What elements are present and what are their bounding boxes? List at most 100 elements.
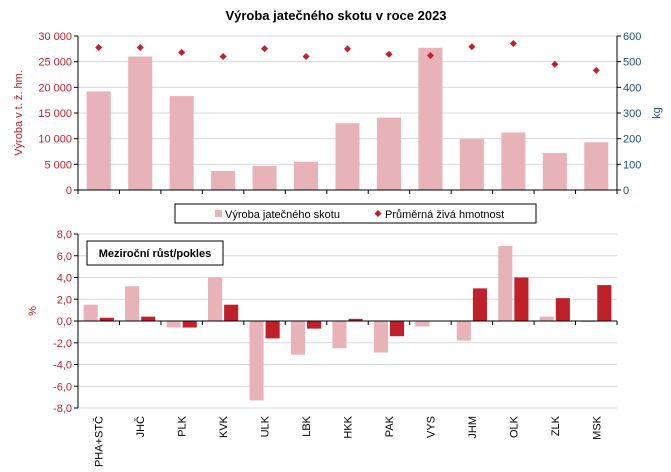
top-right-tick-label: 100 <box>623 159 641 171</box>
top-marker-JHČ <box>136 44 144 52</box>
bottom-bar-weight-PAK <box>389 321 405 337</box>
category-label-LBK: LBK <box>301 415 313 436</box>
bottom-bar-production-JHM <box>456 321 471 341</box>
legend-box <box>174 203 537 224</box>
category-label-MSK: MSK <box>591 415 603 440</box>
category-label-JHČ: JHČ <box>134 416 147 437</box>
bottom-chart-bars <box>83 245 612 401</box>
top-left-axis-label: Výroba v t. ž. hm. <box>13 70 25 156</box>
top-bar-PAK <box>376 117 401 190</box>
bottom-bar-weight-OLK <box>514 277 529 321</box>
bottom-bar-weight-ULK <box>265 321 280 339</box>
top-marker-PAK <box>385 50 393 58</box>
bottom-bar-production-OLK <box>498 245 513 321</box>
top-marker-HKK <box>344 45 351 53</box>
top-marker-OLK <box>509 39 517 47</box>
bottom-bar-production-KVK <box>208 277 223 321</box>
category-label-OLK: OLK <box>508 415 520 438</box>
category-label-VYS: VYS <box>425 416 437 438</box>
top-bar-ULK <box>252 165 277 190</box>
top-bar-ZLK <box>542 153 567 190</box>
bottom-tick-label: -6,0 <box>53 381 72 393</box>
bottom-bar-production-JHČ <box>125 286 140 321</box>
top-bar-VYS <box>418 47 443 190</box>
top-bar-HKK <box>335 123 360 190</box>
bottom-bar-production-PAK <box>373 321 388 353</box>
top-chart-gridlines <box>78 35 617 165</box>
legend-swatch-production <box>215 210 222 217</box>
top-chart-markers <box>95 39 600 74</box>
bottom-tick-label: -4,0 <box>53 360 72 372</box>
top-bar-LBK <box>294 161 319 190</box>
top-right-tick-label: 600 <box>623 31 641 43</box>
top-marker-JHM <box>468 43 476 51</box>
top-marker-PLK <box>178 48 186 56</box>
top-bar-KVK <box>211 171 236 190</box>
legend-label-weight: Průměrná živá hmotnost <box>385 209 504 221</box>
top-marker-LBK <box>302 53 310 61</box>
top-left-tick-label: 5 000 <box>44 159 72 171</box>
top-chart-title: Výroba jatečného skotu v roce 2023 <box>225 8 446 23</box>
bottom-bar-production-PLK <box>166 321 181 328</box>
category-label-JHM: JHM <box>467 416 479 439</box>
top-left-tick-label: 20 000 <box>38 82 72 94</box>
top-right-axis-label: kg <box>651 107 663 119</box>
bottom-bar-production-PHA+STČ <box>83 304 98 321</box>
bottom-bar-weight-KVK <box>224 304 239 321</box>
top-marker-VYS <box>426 52 434 60</box>
category-label-PHA+STČ: PHA+STČ <box>93 416 106 467</box>
bottom-chart-axes: 8,0 6,0 4,0 2,0 0,0 -2,0 -4,0 -6,0 -8,0 <box>53 229 618 415</box>
legend: Výroba jatečného skotu Průměrná živá hmo… <box>174 203 537 224</box>
bottom-tick-label: 0,0 <box>57 316 72 328</box>
top-marker-MSK <box>592 66 600 74</box>
top-right-tick-label: 400 <box>623 82 641 94</box>
top-chart-axes: 0 5 000 10 000 15 000 20 000 25 000 30 000 0 100… <box>38 31 641 197</box>
top-left-tick-label: 25 000 <box>38 57 72 69</box>
bottom-axis-label: % <box>27 306 39 316</box>
bottom-tick-label: 6,0 <box>57 251 72 263</box>
bottom-bar-weight-ZLK <box>555 298 570 321</box>
category-label-HKK: HKK <box>343 415 355 438</box>
bottom-bar-weight-JHM <box>472 288 487 321</box>
bottom-chart-title-box <box>86 240 224 266</box>
category-labels: PHA+STČ JHČ PLK KVK ULK LBK HKK PAK VYS JHM OLK ZLK… <box>93 415 604 467</box>
bottom-bar-weight-PHA+STČ <box>99 317 114 321</box>
bottom-tick-label: 8,0 <box>57 229 72 241</box>
category-label-ZLK: ZLK <box>550 415 562 436</box>
top-left-tick-label: 10 000 <box>38 134 72 146</box>
top-marker-PHA+STČ <box>95 44 103 52</box>
bottom-bar-production-ZLK <box>539 316 554 321</box>
bottom-tick-label: 4,0 <box>57 273 72 285</box>
bottom-tick-label: -8,0 <box>53 403 72 415</box>
category-label-PAK: PAK <box>384 415 396 437</box>
top-left-tick-label: 15 000 <box>38 108 72 120</box>
top-bar-PLK <box>169 96 194 190</box>
bottom-bar-weight-HKK <box>348 318 363 321</box>
category-label-ULK: ULK <box>260 415 272 437</box>
top-bar-PHA+STČ <box>86 91 111 190</box>
top-bar-MSK <box>584 142 609 190</box>
bottom-chart-title: Meziroční růst/pokles <box>99 248 211 260</box>
top-bar-OLK <box>501 132 526 190</box>
legend-marker-weight <box>374 210 382 217</box>
category-label-PLK: PLK <box>177 415 189 436</box>
bottom-bar-production-MSK <box>581 321 596 323</box>
top-right-tick-label: 300 <box>623 108 641 120</box>
bottom-bar-production-HKK <box>332 321 347 349</box>
bottom-bar-production-VYS <box>415 321 430 327</box>
bottom-tick-label: 2,0 <box>57 294 72 306</box>
legend-label-production: Výroba jatečného skotu <box>225 209 340 221</box>
category-label-KVK: KVK <box>218 415 230 438</box>
top-marker-KVK <box>219 53 227 61</box>
top-right-tick-label: 200 <box>623 134 641 146</box>
bottom-tick-label: -2,0 <box>53 338 72 350</box>
bottom-bar-weight-LBK <box>307 321 322 329</box>
top-bar-JHČ <box>128 56 153 191</box>
top-chart-bars <box>86 47 609 191</box>
top-marker-ZLK <box>551 60 559 68</box>
top-right-tick-label: 500 <box>623 57 641 69</box>
bottom-bar-production-LBK <box>290 321 306 355</box>
top-right-tick-label: 0 <box>623 185 629 197</box>
